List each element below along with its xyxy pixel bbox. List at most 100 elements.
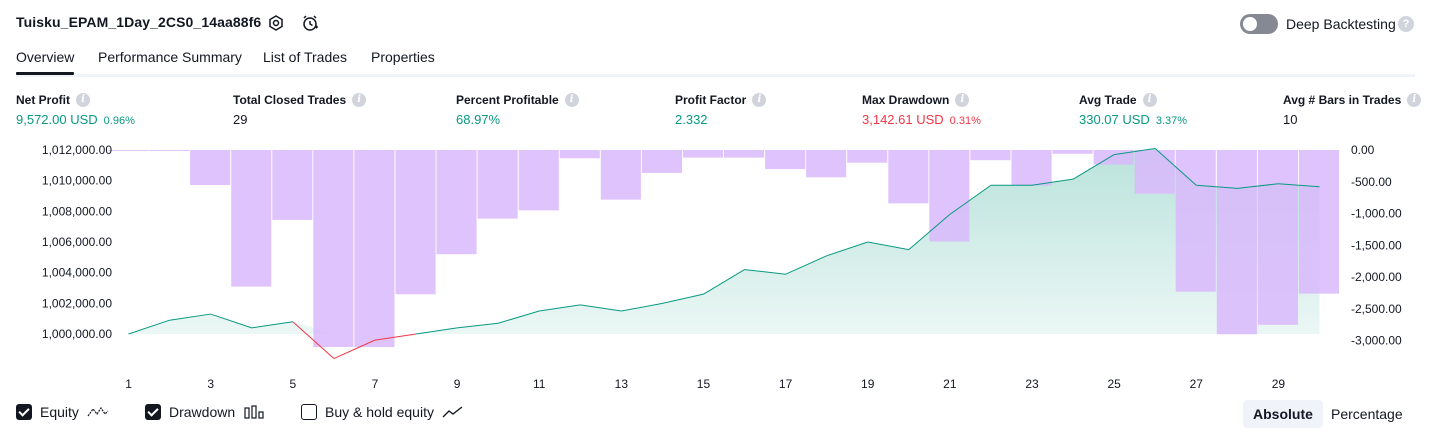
drawdown-bar [190, 150, 231, 185]
drawdown-bars-icon [244, 405, 264, 419]
metric-pct: 3.37% [1155, 115, 1188, 127]
equity-line-segment [210, 313, 252, 329]
drawdown-bar [354, 150, 395, 347]
x-axis-tick-label: 17 [779, 377, 793, 391]
info-icon[interactable]: i [1142, 93, 1157, 107]
x-axis-tick-label: 13 [615, 377, 629, 391]
legend-drawdown[interactable]: Drawdown [145, 404, 265, 420]
help-icon[interactable]: ? [1398, 16, 1414, 32]
deep-backtesting-label: Deep Backtesting [1286, 16, 1396, 32]
left-axis-tick-label: 1,008,000.00 [42, 204, 112, 218]
x-axis-tick-label: 15 [697, 377, 711, 391]
equity-line-segment [1278, 183, 1320, 188]
metric-value: 330.07 USD 3.37% [1079, 112, 1187, 127]
deep-backtesting-toggle[interactable] [1240, 14, 1278, 34]
equity-line-segment [662, 293, 704, 304]
drawdown-bar [724, 150, 765, 158]
drawdown-bar [641, 150, 682, 173]
metric-value: 2.332 [675, 112, 766, 127]
drawdown-bar [600, 150, 641, 200]
left-axis-tick-label: 1,012,000.00 [42, 143, 112, 157]
metric-value-text: 29 [233, 112, 248, 127]
equity-line-segment [169, 313, 211, 321]
metric-label-text: Percent Profitable [456, 93, 559, 107]
info-icon[interactable]: i [955, 93, 970, 107]
metric-label-text: Net Profit [16, 93, 70, 107]
metric-value: 3,142.61 USD 0.31% [862, 112, 981, 127]
equity-area [128, 148, 1320, 334]
equity-line-segment [744, 269, 786, 275]
metric-total-closed-trades: Total Closed Trades i 29 [233, 93, 367, 127]
drawdown-bar [1134, 150, 1175, 194]
right-axis-tick-label: -2,000.00 [1351, 270, 1402, 284]
drawdown-bar [395, 150, 436, 295]
metric-net-profit: Net Profit i 9,572.00 USD 0.96% [16, 93, 135, 127]
equity-line-segment [128, 319, 170, 335]
replay-alert-icon[interactable] [300, 13, 320, 33]
info-icon[interactable]: i [76, 93, 90, 107]
left-axis-tick-label: 1,010,000.00 [42, 174, 112, 188]
metric-profit-factor: Profit Factor i 2.332 [675, 93, 767, 127]
info-icon[interactable]: i [752, 93, 767, 107]
buy-hold-line-icon [442, 406, 463, 418]
absolute-button[interactable]: Absolute [1243, 400, 1323, 428]
drawdown-bar [436, 150, 477, 255]
drawdown-bar [559, 150, 600, 159]
equity-line-segment [621, 302, 663, 312]
tab-list-of-trades[interactable]: List of Trades [263, 49, 348, 65]
drawdown-bar [847, 150, 888, 163]
drawdown-bar [1175, 150, 1216, 292]
drawdown-bar [477, 150, 518, 219]
drawdown-bar [682, 150, 723, 158]
drawdown-checkbox[interactable] [145, 404, 161, 420]
metric-label: Net Profit i [16, 93, 135, 107]
x-axis-tick-label: 3 [207, 377, 214, 391]
info-icon[interactable]: i [564, 93, 579, 107]
metric-avg-bars-in-trades: Avg # Bars in Trades i 10 [1283, 93, 1422, 127]
equity-checkbox[interactable] [16, 404, 32, 420]
tab-performance-summary[interactable]: Performance Summary [98, 49, 242, 65]
info-icon[interactable]: i [352, 93, 367, 107]
legend-buy-hold[interactable]: Buy & hold equity [301, 404, 464, 420]
equity-line-segment [1072, 154, 1115, 180]
x-axis-tick-label: 27 [1190, 377, 1204, 391]
equity-line-segment [867, 241, 909, 251]
tab-properties[interactable]: Properties [371, 49, 435, 65]
equity-line-segment [415, 327, 458, 335]
percentage-button[interactable]: Percentage [1331, 406, 1403, 422]
buy-hold-checkbox[interactable] [301, 404, 317, 420]
drawdown-bar [1011, 150, 1052, 186]
metric-label-text: Avg # Bars in Trades [1283, 93, 1402, 107]
equity-line-segment [580, 304, 622, 312]
left-axis-tick-label: 1,004,000.00 [42, 266, 112, 280]
info-icon[interactable]: i [1407, 93, 1422, 107]
drawdown-bar [806, 150, 847, 178]
equity-line-segment [785, 255, 827, 275]
x-axis-tick-label: 11 [533, 377, 546, 391]
drawdown-bar [272, 150, 313, 220]
legend-equity[interactable]: Equity [16, 404, 109, 420]
metric-pct: 0.96% [103, 115, 135, 127]
metric-label: Avg # Bars in Trades i [1283, 93, 1422, 107]
metric-label: Max Drawdown i [862, 93, 981, 107]
metric-value: 29 [233, 112, 366, 127]
equity-line-segment [1196, 184, 1238, 189]
metric-pct: 0.31% [949, 115, 981, 127]
tab-overview[interactable]: Overview [16, 49, 75, 75]
equity-line-icon [87, 406, 109, 417]
metric-max-drawdown: Max Drawdown i 3,142.61 USD 0.31% [862, 93, 981, 127]
tab-bar: Overview Performance Summary List of Tra… [16, 48, 1415, 77]
drawdown-bar [1216, 150, 1257, 335]
x-axis-tick-label: 1 [125, 377, 132, 391]
x-axis-tick-label: 7 [372, 377, 379, 391]
settings-icon[interactable] [266, 13, 286, 33]
drawdown-bar [313, 150, 354, 347]
equity-line-segment [251, 321, 293, 329]
right-axis-tick-label: -1,000.00 [1351, 207, 1402, 221]
x-axis-tick-label: 9 [454, 377, 461, 391]
metric-label: Profit Factor i [675, 93, 767, 107]
buy-hold-label: Buy & hold equity [325, 404, 434, 420]
metric-label: Avg Trade i [1079, 93, 1187, 107]
x-axis-tick-label: 21 [943, 377, 957, 391]
right-axis-tick-label: -1,500.00 [1351, 238, 1402, 252]
